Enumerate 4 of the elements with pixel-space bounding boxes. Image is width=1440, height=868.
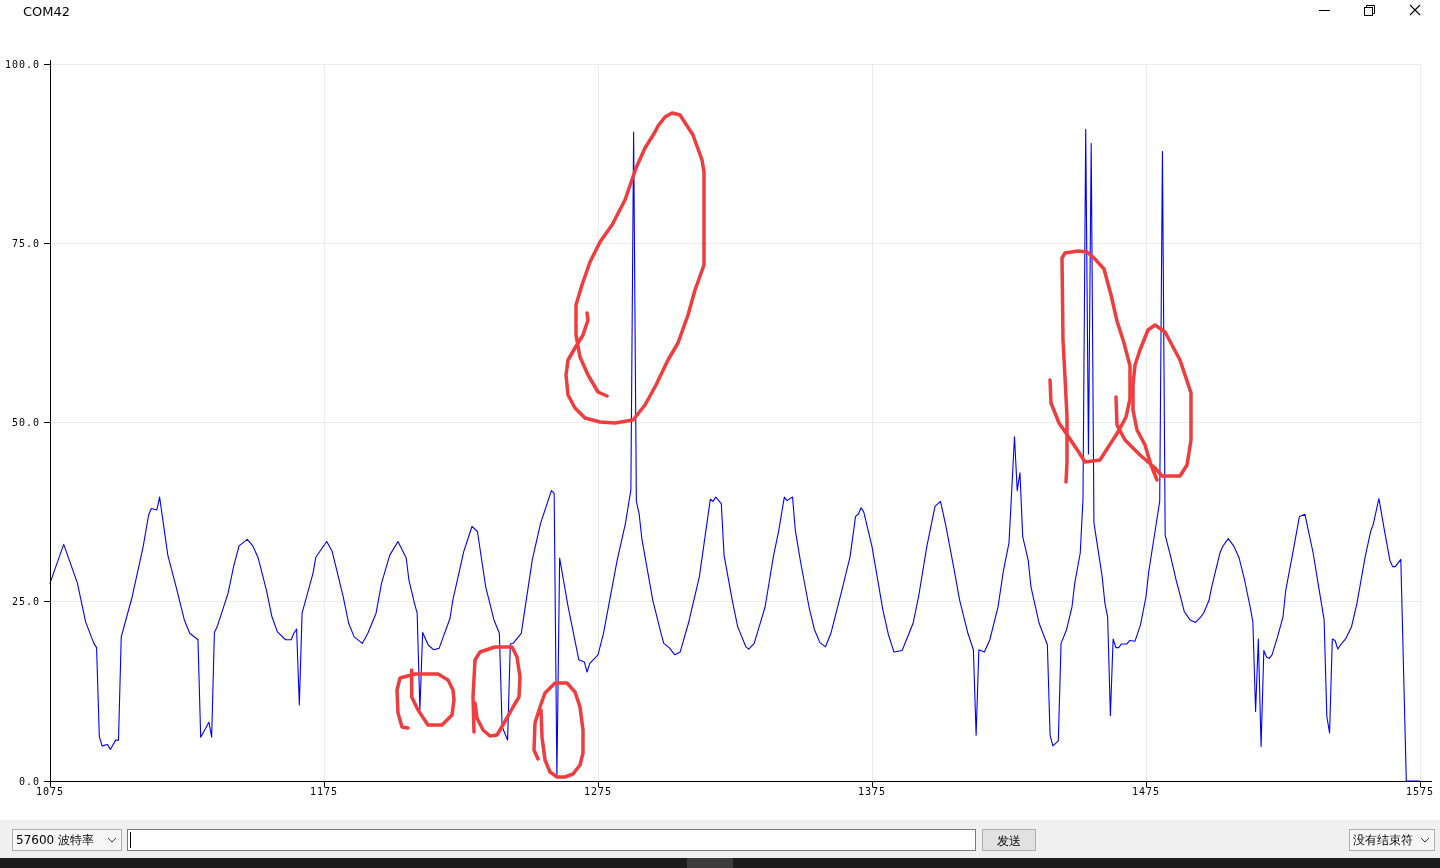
- annotation: 57600 波特率: [16, 833, 94, 847]
- title: COM42: [23, 4, 71, 19]
- annotation: 没有结束符: [1353, 833, 1413, 847]
- annotation: 发送: [996, 834, 1021, 848]
